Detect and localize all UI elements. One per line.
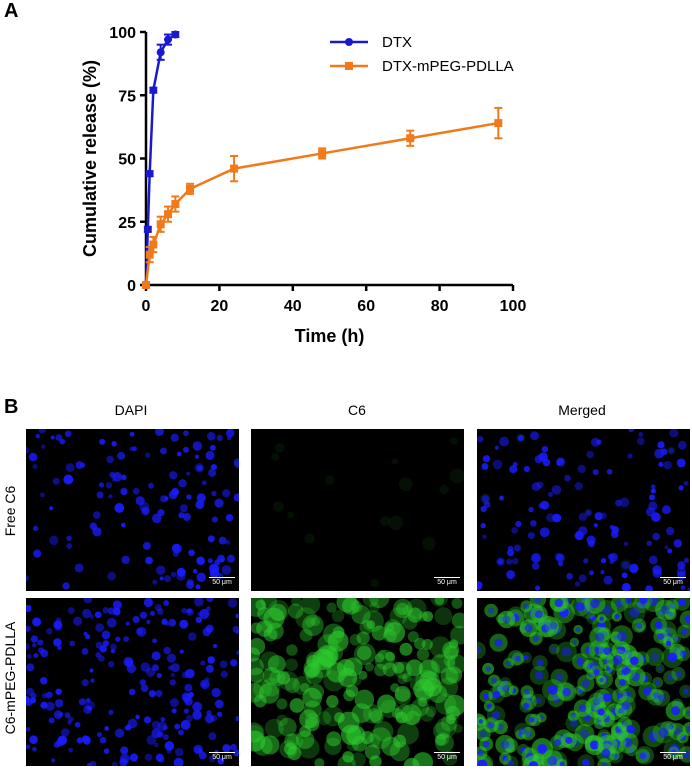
data-point (164, 210, 173, 219)
x-tick-label: 80 (431, 298, 449, 315)
column-header-c6: C6 (348, 402, 366, 418)
micrograph-nano-merged: 50 μm (477, 598, 690, 766)
data-point (145, 169, 154, 178)
legend-marker-1 (345, 62, 353, 70)
data-point (145, 250, 154, 259)
scale-bar: 50 μm (434, 752, 460, 762)
data-point (149, 240, 158, 249)
legend-label-1: DTX-mPEG-PDLLA (382, 58, 514, 75)
legend-label-0: DTX (382, 34, 412, 51)
scale-bar: 50 μm (209, 577, 235, 587)
release-chart: 0 25 50 75 100 0 20 40 60 80 100 Time (h) Cumulative… (80, 25, 527, 346)
column-header-dapi: DAPI (114, 402, 148, 418)
x-tick-label: 0 (142, 298, 151, 315)
series-line-1 (144, 121, 499, 286)
micrograph-nano-c6: 50 μm (251, 598, 464, 766)
data-point (143, 225, 152, 234)
panel-b-label: B (4, 396, 19, 418)
x-tick-label: 100 (500, 298, 527, 315)
data-point (156, 220, 165, 229)
micrograph-free-c6-dapi: 50 μm (26, 429, 239, 591)
scale-bar: 50 μm (434, 577, 460, 587)
micrograph-free-c6-c6: 50 μm (251, 429, 464, 591)
y-axis-label: Cumulative release (%) (80, 60, 100, 257)
y-tick-label: 0 (127, 278, 136, 295)
y-tick-label: 75 (118, 88, 136, 105)
data-point (149, 86, 158, 95)
legend-marker-0 (345, 38, 353, 46)
data-point (142, 281, 150, 289)
x-axis-label: Time (h) (295, 326, 365, 346)
data-point (171, 30, 180, 39)
data-point (406, 134, 415, 143)
data-point (171, 200, 180, 209)
data-point (186, 184, 195, 193)
row-header-c6-mpeg-pdlla: C6-mPEG-PDLLA (2, 621, 18, 735)
y-tick-label: 50 (118, 152, 136, 169)
scale-bar: 50 μm (660, 577, 686, 587)
y-tick-label: 100 (109, 25, 136, 42)
row-header-free-c6: Free C6 (2, 485, 18, 537)
x-tick-label: 60 (357, 298, 375, 315)
data-point (230, 164, 239, 173)
data-point (156, 48, 165, 57)
micrograph-nano-dapi: 50 μm (26, 598, 239, 766)
data-point (318, 149, 327, 158)
scale-bar: 50 μm (209, 752, 235, 762)
x-tick-label: 20 (211, 298, 229, 315)
y-tick-label: 25 (118, 215, 136, 232)
data-point (494, 119, 503, 128)
x-tick-label: 40 (284, 298, 302, 315)
data-point (164, 35, 173, 44)
micrograph-free-c6-merged: 50 μm (477, 429, 690, 591)
panel-a-label: A (4, 0, 19, 22)
scale-bar: 50 μm (660, 752, 686, 762)
column-header-merged: Merged (558, 402, 606, 418)
